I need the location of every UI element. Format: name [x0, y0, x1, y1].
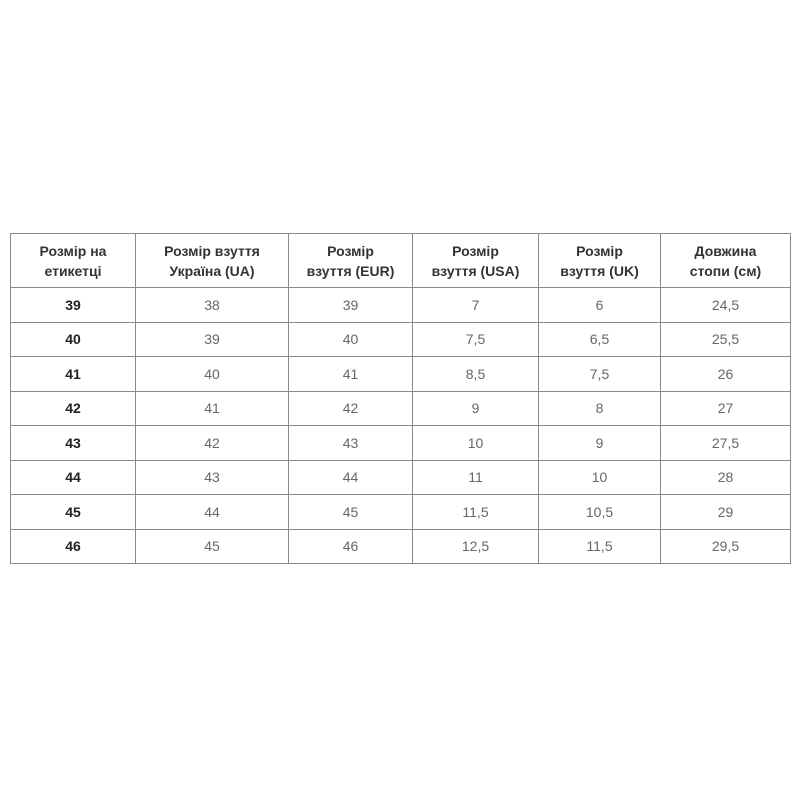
cell-label-size: 42	[10, 390, 136, 426]
cell-ua-size: 45	[135, 528, 289, 564]
cell-eur-size: 39	[288, 287, 413, 323]
size-chart-table: Розмір на етикетці Розмір взуття Україна (U…	[10, 233, 791, 564]
header-usa-size: Розмір взуття (USA)	[412, 233, 539, 288]
table-row: 42 41 42 9 8 27	[10, 390, 791, 426]
header-foot-length: Довжина стопи (см)	[660, 233, 791, 288]
cell-ua-size: 40	[135, 356, 289, 392]
header-eur-size: Розмір взуття (EUR)	[288, 233, 413, 288]
header-row: Розмір на етикетці Розмір взуття Україна (U…	[10, 233, 791, 288]
cell-usa-size: 10	[412, 425, 539, 461]
cell-uk-size: 11,5	[538, 528, 661, 564]
header-line: взуття (USA)	[431, 262, 520, 279]
header-uk-size: Розмір взуття (UK)	[538, 233, 661, 288]
cell-uk-size: 8	[538, 390, 661, 426]
header-line: взуття (UK)	[560, 262, 639, 279]
cell-foot-length: 24,5	[660, 287, 791, 323]
cell-eur-size: 42	[288, 390, 413, 426]
cell-eur-size: 46	[288, 528, 413, 564]
cell-usa-size: 11	[412, 459, 539, 495]
cell-uk-size: 9	[538, 425, 661, 461]
cell-uk-size: 10,5	[538, 494, 661, 530]
cell-label-size: 43	[10, 425, 136, 461]
cell-ua-size: 41	[135, 390, 289, 426]
header-line: Розмір	[327, 242, 374, 259]
cell-ua-size: 38	[135, 287, 289, 323]
header-ua-size: Розмір взуття Україна (UA)	[135, 233, 289, 288]
table-row: 44 43 44 11 10 28	[10, 459, 791, 495]
cell-label-size: 39	[10, 287, 136, 323]
cell-uk-size: 10	[538, 459, 661, 495]
cell-usa-size: 7	[412, 287, 539, 323]
cell-eur-size: 40	[288, 321, 413, 357]
header-line: Україна (UA)	[169, 262, 255, 279]
cell-usa-size: 12,5	[412, 528, 539, 564]
cell-usa-size: 9	[412, 390, 539, 426]
cell-label-size: 44	[10, 459, 136, 495]
cell-ua-size: 43	[135, 459, 289, 495]
header-line: стопи (см)	[689, 262, 762, 279]
cell-foot-length: 28	[660, 459, 791, 495]
cell-uk-size: 6,5	[538, 321, 661, 357]
cell-usa-size: 11,5	[412, 494, 539, 530]
cell-eur-size: 44	[288, 459, 413, 495]
table-row: 43 42 43 10 9 27,5	[10, 425, 791, 461]
cell-eur-size: 45	[288, 494, 413, 530]
header-line: взуття (EUR)	[306, 262, 395, 279]
cell-ua-size: 39	[135, 321, 289, 357]
header-line: етикетці	[44, 262, 102, 279]
table-row: 39 38 39 7 6 24,5	[10, 287, 791, 323]
cell-label-size: 40	[10, 321, 136, 357]
header-line: Довжина	[694, 242, 757, 259]
table-row: 41 40 41 8,5 7,5 26	[10, 356, 791, 392]
cell-foot-length: 26	[660, 356, 791, 392]
cell-foot-length: 29,5	[660, 528, 791, 564]
cell-foot-length: 25,5	[660, 321, 791, 357]
cell-usa-size: 8,5	[412, 356, 539, 392]
cell-uk-size: 7,5	[538, 356, 661, 392]
table-row: 40 39 40 7,5 6,5 25,5	[10, 321, 791, 357]
cell-label-size: 45	[10, 494, 136, 530]
cell-foot-length: 27	[660, 390, 791, 426]
header-line: Розмір взуття	[164, 242, 260, 259]
cell-foot-length: 29	[660, 494, 791, 530]
cell-uk-size: 6	[538, 287, 661, 323]
cell-label-size: 46	[10, 528, 136, 564]
table-row: 45 44 45 11,5 10,5 29	[10, 494, 791, 530]
cell-eur-size: 43	[288, 425, 413, 461]
cell-eur-size: 41	[288, 356, 413, 392]
cell-usa-size: 7,5	[412, 321, 539, 357]
header-line: Розмір на	[39, 242, 107, 259]
table-row: 46 45 46 12,5 11,5 29,5	[10, 528, 791, 564]
header-label-size: Розмір на етикетці	[10, 233, 136, 288]
cell-foot-length: 27,5	[660, 425, 791, 461]
cell-label-size: 41	[10, 356, 136, 392]
cell-ua-size: 42	[135, 425, 289, 461]
cell-ua-size: 44	[135, 494, 289, 530]
header-line: Розмір	[576, 242, 623, 259]
header-line: Розмір	[452, 242, 499, 259]
